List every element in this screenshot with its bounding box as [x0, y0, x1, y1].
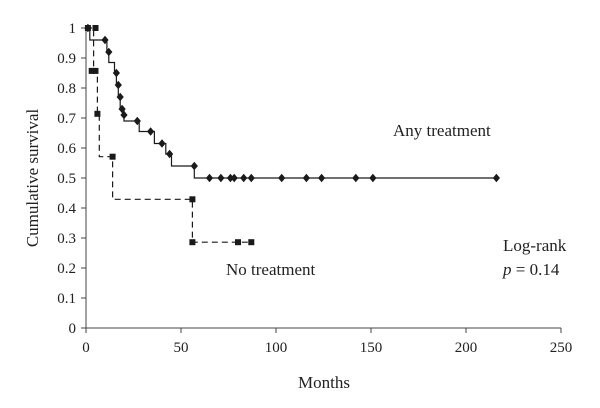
- y-tick-label: 1: [69, 21, 77, 37]
- y-tick-label: 0.6: [57, 141, 76, 157]
- label-p-value: p = 0.14: [502, 260, 560, 279]
- censor-marker: [92, 67, 99, 74]
- censor-marker: [109, 153, 116, 160]
- survival-curve-no-treatment: [86, 27, 252, 243]
- censor-marker: [247, 173, 255, 183]
- censor-marker: [120, 110, 128, 120]
- y-tick-label: 0.9: [57, 51, 76, 67]
- censor-marker: [235, 239, 241, 246]
- y-tick-label: 0.5: [57, 171, 76, 187]
- censor-marker: [158, 139, 166, 148]
- censor-marker: [112, 68, 120, 78]
- censor-marker: [92, 25, 99, 31]
- label-any-treatment: Any treatment: [393, 121, 491, 140]
- censor-marker: [278, 173, 286, 183]
- series-no-treatment: [84, 25, 255, 246]
- censor-marker: [133, 116, 141, 126]
- censor-marker: [114, 80, 122, 90]
- censor-marker: [147, 127, 155, 136]
- x-axis-ticks: 0 50 100 150 200 250: [82, 328, 572, 356]
- censor-marker: [205, 173, 214, 183]
- x-tick-label: 50: [174, 340, 189, 356]
- label-log-rank: Log-rank: [503, 236, 567, 255]
- censor-marker: [88, 67, 95, 74]
- x-axis-title: Months: [298, 373, 350, 392]
- series-any-treatment: [84, 23, 500, 183]
- y-axis-ticks: 0 0.1 0.2 0.3 0.4 0.5 0.6 0.7 0.8 0.9 1: [57, 21, 86, 337]
- censor-marker: [116, 92, 124, 102]
- y-tick-label: 0.7: [57, 111, 76, 127]
- censor-marker: [101, 35, 109, 45]
- x-tick-label: 0: [82, 340, 90, 356]
- censor-marker: [84, 25, 91, 31]
- censor-marker: [226, 173, 234, 183]
- y-tick-label: 0.8: [57, 81, 76, 97]
- censor-marker: [189, 196, 196, 203]
- x-tick-label: 200: [455, 340, 478, 356]
- censor-marker: [189, 239, 196, 246]
- censor-marker: [369, 173, 377, 183]
- censor-marker: [240, 173, 248, 183]
- survival-curve-any-treatment: [86, 27, 497, 179]
- censor-marker: [217, 173, 225, 183]
- censor-marker: [94, 110, 101, 117]
- p-symbol: p: [502, 260, 512, 279]
- censor-marker: [190, 161, 198, 171]
- y-tick-label: 0.1: [57, 291, 76, 307]
- y-tick-label: 0.3: [57, 231, 76, 247]
- x-tick-label: 150: [360, 340, 383, 356]
- y-axis-title: Cumulative survival: [23, 109, 42, 248]
- censor-marker: [302, 173, 310, 183]
- label-no-treatment: No treatment: [226, 260, 315, 279]
- censor-marker: [492, 173, 500, 183]
- censor-marker: [105, 47, 113, 57]
- y-tick-label: 0.4: [57, 201, 76, 217]
- y-tick-label: 0: [69, 321, 77, 337]
- series-layer: [84, 23, 500, 246]
- censor-marker: [230, 173, 238, 183]
- x-tick-label: 250: [550, 340, 573, 356]
- censor-marker: [352, 173, 360, 183]
- y-tick-label: 0.2: [57, 261, 76, 277]
- censor-marker: [248, 239, 255, 246]
- x-tick-label: 100: [265, 340, 288, 356]
- p-value-text: = 0.14: [512, 260, 560, 279]
- censor-marker: [318, 173, 326, 183]
- censor-marker: [166, 149, 174, 159]
